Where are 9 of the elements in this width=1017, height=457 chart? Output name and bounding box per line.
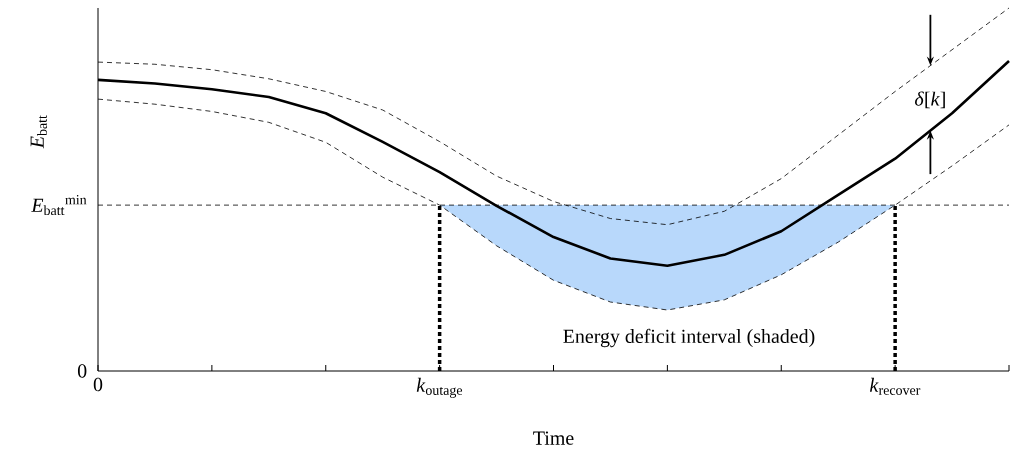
y-axis-title: E$_{batt}$ — [30, 115, 47, 149]
x-tick-label: k$_{outage}$ — [416, 377, 463, 398]
annotation: δ[k] — [915, 91, 945, 109]
x-tick-label: 0 — [93, 377, 103, 392]
ref-line-label: E$_{batt}$min — [31, 195, 87, 216]
x-axis-title: Time — [533, 431, 574, 445]
x-tick-label: k$_{recover}$ — [869, 377, 921, 395]
text: 0 — [77, 364, 87, 378]
annotation: Energy deficit interval (shaded) — [563, 328, 815, 348]
